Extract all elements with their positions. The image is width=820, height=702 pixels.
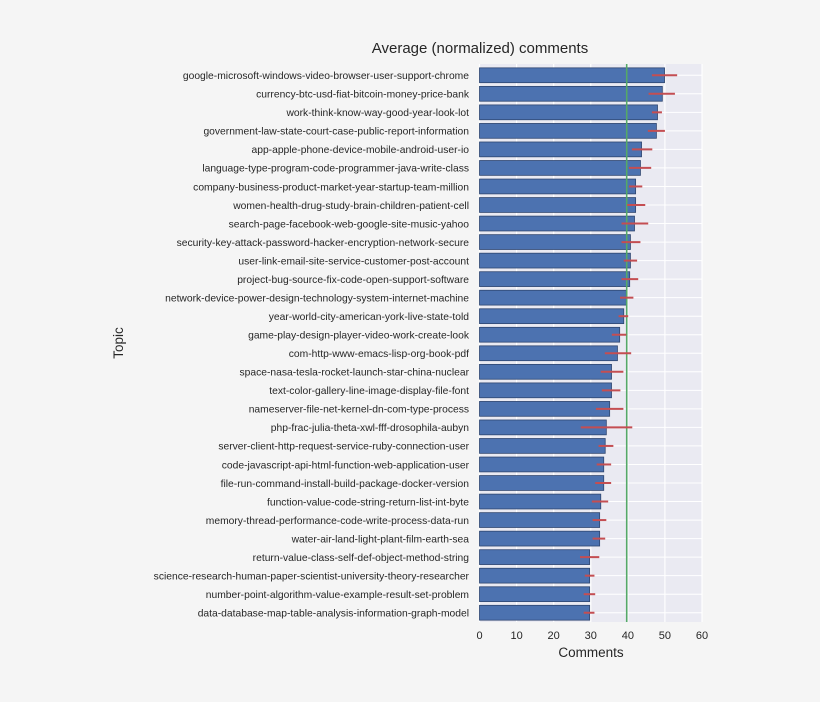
bar bbox=[479, 197, 637, 213]
bar bbox=[479, 345, 618, 362]
x-tick-label: 20 bbox=[548, 630, 560, 642]
bar bbox=[479, 141, 642, 158]
x-tick-label: 40 bbox=[622, 630, 634, 642]
y-tick-label: code-javascript-api-html-function-web-ap… bbox=[222, 460, 470, 471]
bar bbox=[479, 123, 657, 139]
x-tick-label: 50 bbox=[659, 630, 671, 642]
bar bbox=[479, 104, 658, 121]
y-tick-label: security-key-attack-password-hacker-encr… bbox=[177, 238, 470, 249]
bar bbox=[479, 178, 637, 195]
bar bbox=[479, 604, 591, 621]
y-tick-label: file-run-command-install-build-package-d… bbox=[221, 479, 470, 490]
y-tick-label: text-color-gallery-line-image-display-fi… bbox=[269, 386, 469, 397]
bar bbox=[479, 234, 631, 250]
y-tick-label: currency-btc-usd-fiat-bitcoin-money-pric… bbox=[256, 90, 470, 101]
y-tick-label: function-value-code-string-return-list-i… bbox=[267, 497, 469, 508]
y-tick-label: user-link-email-site-service-customer-po… bbox=[238, 256, 469, 267]
bar bbox=[479, 252, 631, 269]
bar bbox=[479, 289, 627, 306]
y-tick-label: number-point-algorithm-value-example-res… bbox=[206, 590, 469, 601]
y-tick-label: game-play-design-player-video-work-creat… bbox=[248, 331, 470, 342]
y-tick-label: work-think-know-way-good-year-look-lot bbox=[285, 108, 469, 119]
y-tick-label: data-database-map-table-analysis-informa… bbox=[198, 609, 469, 620]
bar bbox=[479, 401, 611, 417]
y-tick-label: water-air-land-light-plant-film-earth-se… bbox=[291, 534, 470, 545]
bar bbox=[479, 493, 602, 510]
y-tick-label: return-value-class-self-def-object-metho… bbox=[253, 553, 470, 564]
y-tick-label: network-device-power-design-technology-s… bbox=[165, 293, 469, 304]
y-tick-label: space-nasa-tesla-rocket-launch-star-chin… bbox=[240, 368, 470, 379]
bar bbox=[479, 85, 663, 102]
bar bbox=[479, 308, 625, 325]
y-tick-label: memory-thread-performance-code-write-pro… bbox=[206, 516, 470, 527]
bar bbox=[479, 475, 605, 491]
y-tick-label: server-client-http-request-service-ruby-… bbox=[218, 442, 469, 453]
bar bbox=[479, 567, 591, 584]
bar bbox=[479, 549, 591, 565]
y-tick-label: project-bug-source-fix-code-open-support… bbox=[237, 275, 469, 286]
y-tick-label: year-world-city-american-york-live-state… bbox=[269, 312, 470, 323]
y-axis-label: Topic bbox=[111, 327, 126, 359]
y-tick-label: google-microsoft-windows-video-browser-u… bbox=[183, 71, 469, 82]
y-tick-label: science-research-human-paper-scientist-u… bbox=[154, 571, 470, 582]
bar bbox=[479, 326, 621, 343]
x-tick-label: 0 bbox=[476, 630, 482, 642]
y-tick-label: women-health-drug-study-brain-children-p… bbox=[232, 201, 469, 212]
x-tick-label: 30 bbox=[585, 630, 597, 642]
x-tick-label: 10 bbox=[510, 630, 522, 642]
bar bbox=[479, 215, 635, 232]
bar bbox=[479, 67, 665, 84]
y-tick-label: government-law-state-court-case-public-r… bbox=[203, 127, 469, 138]
bar bbox=[479, 160, 641, 176]
x-axis-label: Comments bbox=[558, 645, 624, 660]
bar bbox=[479, 586, 591, 603]
y-tick-label: app-apple-phone-device-mobile-android-us… bbox=[251, 145, 469, 156]
y-tick-label: com-http-www-emacs-lisp-org-book-pdf bbox=[289, 349, 469, 360]
bar bbox=[479, 512, 601, 528]
y-tick-label: search-page-facebook-web-google-site-mus… bbox=[229, 219, 470, 230]
y-tick-label: php-frac-julia-theta-xwl-fff-drosophila-… bbox=[271, 423, 469, 434]
y-tick-label: nameserver-file-net-kernel-dn-com-type-p… bbox=[249, 405, 469, 416]
y-tick-label: company-business-product-market-year-sta… bbox=[193, 182, 469, 193]
bar bbox=[479, 438, 606, 454]
bar bbox=[479, 456, 605, 473]
bar bbox=[479, 363, 612, 380]
bar bbox=[479, 382, 612, 399]
y-tick-label: language-type-program-code-programmer-ja… bbox=[202, 164, 469, 175]
x-tick-label: 60 bbox=[696, 630, 708, 642]
chart-title: Average (normalized) comments bbox=[372, 40, 588, 57]
bar bbox=[479, 271, 631, 287]
bar bbox=[479, 530, 601, 547]
